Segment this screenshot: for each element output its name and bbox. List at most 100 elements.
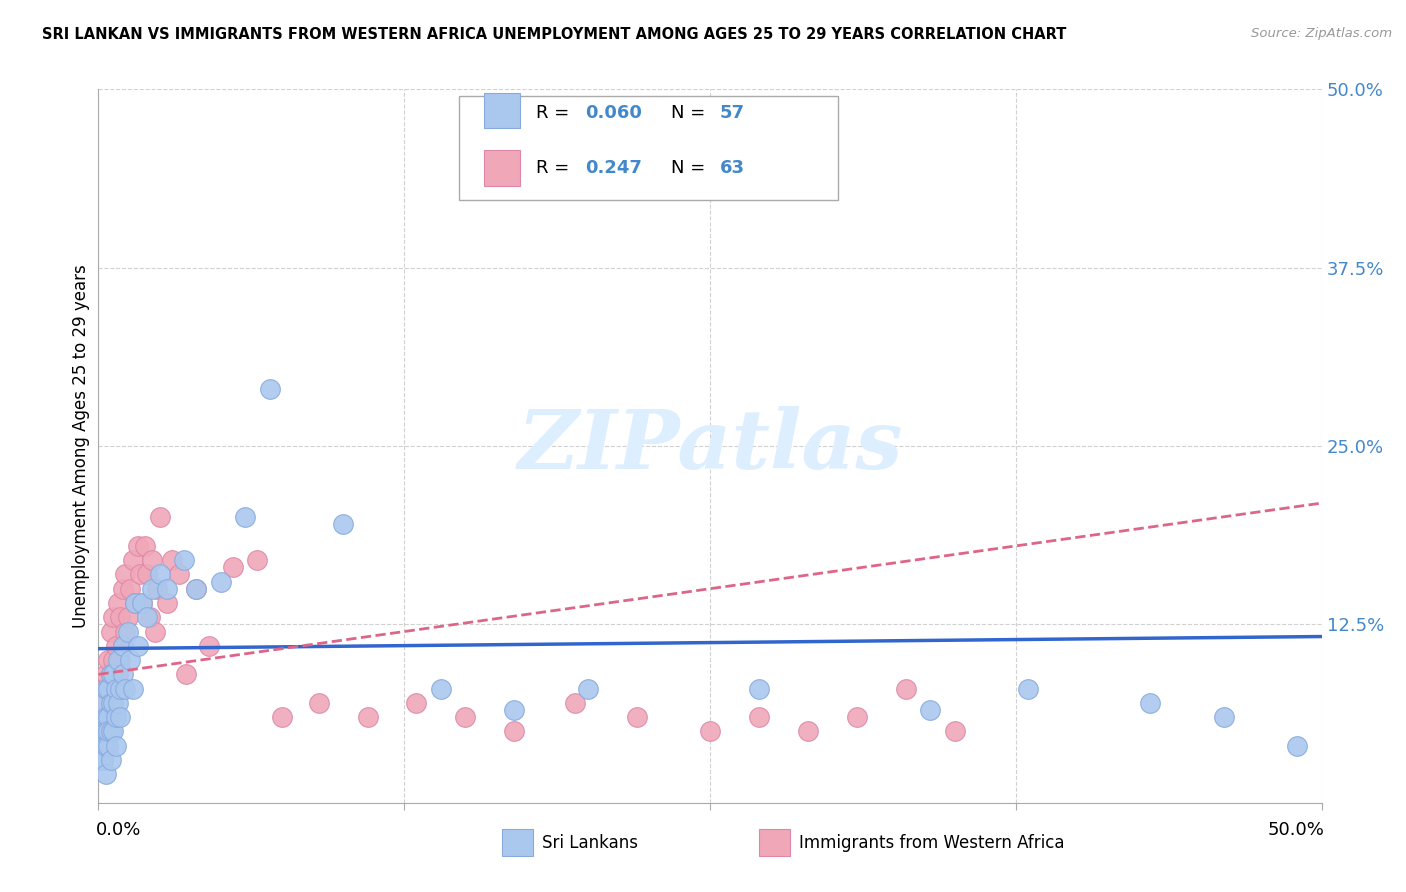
Point — [94, 667, 117, 681]
Point — [90, 724, 112, 739]
Point — [120, 653, 142, 667]
Point — [100, 724, 122, 739]
Point — [94, 739, 117, 753]
Point — [90, 739, 112, 753]
FancyBboxPatch shape — [460, 96, 838, 200]
Point — [104, 710, 127, 724]
Point — [943, 724, 966, 739]
Point — [111, 639, 134, 653]
Point — [94, 767, 117, 781]
Point — [120, 582, 142, 596]
Point — [1286, 739, 1309, 753]
Point — [894, 681, 917, 696]
Point — [141, 582, 163, 596]
Point — [101, 610, 124, 624]
FancyBboxPatch shape — [759, 830, 790, 856]
Text: R =: R = — [536, 159, 575, 177]
Point — [94, 710, 117, 724]
Text: SRI LANKAN VS IMMIGRANTS FROM WESTERN AFRICA UNEMPLOYMENT AMONG AGES 25 TO 29 YE: SRI LANKAN VS IMMIGRANTS FROM WESTERN AF… — [42, 27, 1067, 42]
Point — [356, 710, 378, 724]
Point — [1139, 696, 1161, 710]
Point — [124, 596, 146, 610]
Point — [748, 710, 770, 724]
Point — [97, 710, 120, 724]
Text: ZIPatlas: ZIPatlas — [517, 406, 903, 486]
Point — [100, 696, 122, 710]
Point — [136, 610, 159, 624]
Point — [91, 753, 114, 767]
Point — [107, 696, 129, 710]
Point — [94, 681, 117, 696]
Point — [111, 667, 134, 681]
Point — [110, 653, 132, 667]
Point — [332, 517, 354, 532]
Point — [564, 696, 586, 710]
Point — [156, 596, 179, 610]
Point — [270, 710, 294, 724]
Point — [91, 696, 114, 710]
Point — [160, 553, 183, 567]
Point — [100, 724, 122, 739]
Point — [91, 753, 114, 767]
FancyBboxPatch shape — [484, 93, 520, 128]
Point — [176, 667, 198, 681]
Point — [626, 710, 648, 724]
Point — [101, 667, 124, 681]
Point — [114, 567, 136, 582]
Text: 0.060: 0.060 — [585, 103, 643, 121]
Point — [91, 681, 114, 696]
Point — [100, 667, 122, 681]
Point — [104, 681, 127, 696]
Point — [186, 582, 208, 596]
Point — [97, 739, 120, 753]
Point — [100, 624, 122, 639]
Point — [121, 681, 143, 696]
Point — [209, 574, 232, 589]
Point — [503, 724, 526, 739]
Point — [127, 539, 149, 553]
Point — [141, 553, 163, 567]
Text: N =: N = — [671, 159, 711, 177]
Point — [134, 539, 156, 553]
Point — [259, 382, 281, 396]
Text: 63: 63 — [720, 159, 745, 177]
Point — [117, 610, 139, 624]
Point — [576, 681, 599, 696]
Point — [127, 639, 149, 653]
Text: N =: N = — [671, 103, 711, 121]
Point — [845, 710, 868, 724]
Point — [454, 710, 477, 724]
Point — [104, 639, 127, 653]
Point — [136, 567, 159, 582]
Point — [107, 667, 129, 681]
Point — [186, 582, 208, 596]
Point — [121, 553, 143, 567]
Point — [100, 667, 122, 681]
Point — [101, 696, 124, 710]
Text: 50.0%: 50.0% — [1267, 821, 1324, 838]
Text: Sri Lankans: Sri Lankans — [543, 834, 638, 852]
Point — [430, 681, 453, 696]
Text: 0.0%: 0.0% — [96, 821, 142, 838]
Point — [97, 681, 120, 696]
Text: 0.247: 0.247 — [585, 159, 643, 177]
Point — [94, 696, 117, 710]
Point — [149, 510, 172, 524]
Point — [149, 567, 172, 582]
Point — [129, 567, 152, 582]
Text: Immigrants from Western Africa: Immigrants from Western Africa — [800, 834, 1064, 852]
Point — [110, 610, 132, 624]
Point — [114, 681, 136, 696]
FancyBboxPatch shape — [484, 150, 520, 186]
Point — [101, 724, 124, 739]
Y-axis label: Unemployment Among Ages 25 to 29 years: Unemployment Among Ages 25 to 29 years — [72, 264, 90, 628]
Point — [101, 653, 124, 667]
Point — [920, 703, 942, 717]
Point — [94, 739, 117, 753]
Point — [90, 753, 112, 767]
Point — [139, 610, 162, 624]
FancyBboxPatch shape — [502, 830, 533, 856]
Point — [111, 639, 134, 653]
Point — [131, 596, 153, 610]
Point — [90, 710, 112, 724]
